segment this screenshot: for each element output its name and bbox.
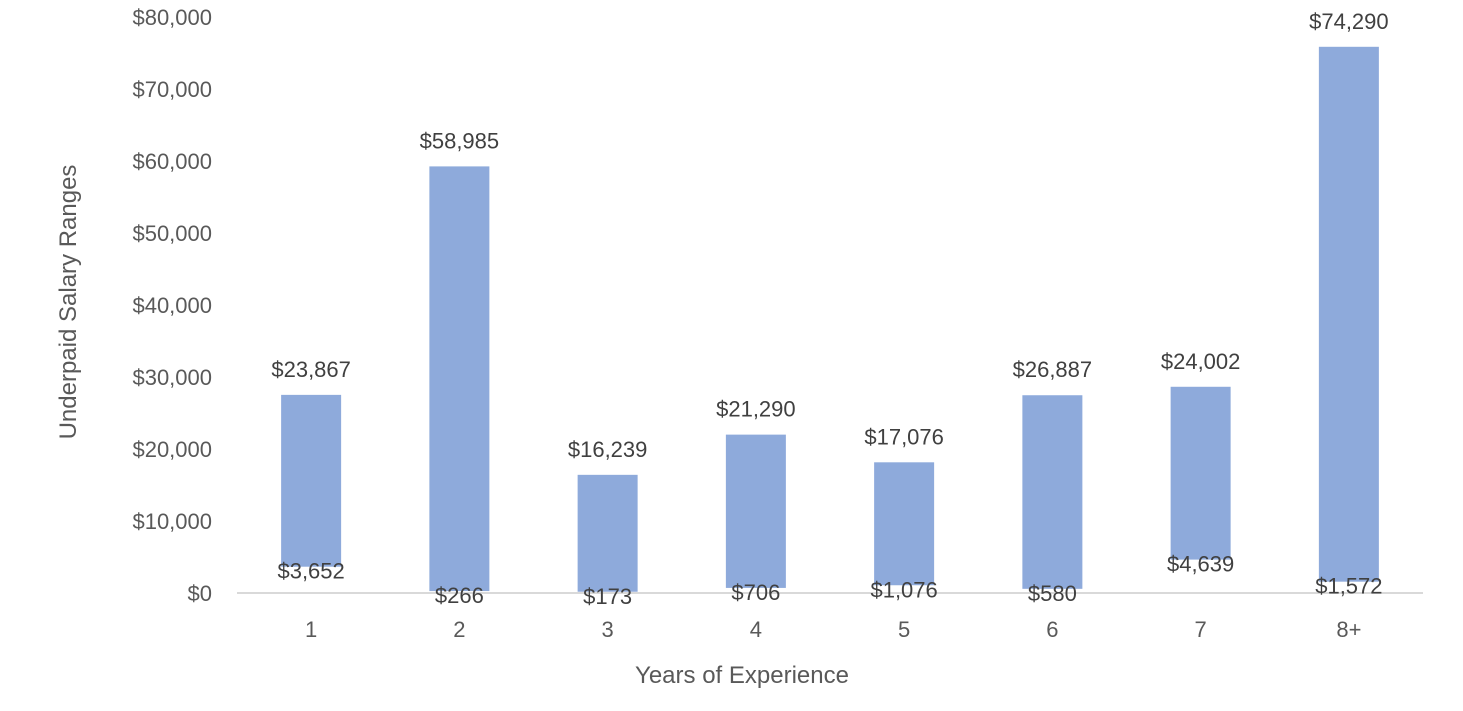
- top-data-label: $58,985: [420, 128, 500, 153]
- bottom-data-label: $1,572: [1315, 574, 1382, 599]
- y-tick-label: $30,000: [132, 365, 212, 390]
- y-axis-title: Underpaid Salary Ranges: [55, 165, 82, 440]
- bottom-data-label: $706: [731, 580, 780, 605]
- bottom-data-label: $4,639: [1167, 552, 1234, 577]
- bars: [281, 46, 1379, 592]
- y-tick-label: $50,000: [132, 221, 212, 246]
- bottom-data-label: $266: [435, 583, 484, 608]
- x-tick-label: 2: [453, 617, 465, 642]
- range-bar: [1022, 395, 1083, 589]
- top-data-label: $74,290: [1309, 9, 1389, 34]
- range-bar: [874, 462, 935, 586]
- y-tick-label: $40,000: [132, 293, 212, 318]
- range-bar: [1170, 386, 1231, 560]
- range-bar: [725, 434, 786, 588]
- range-bar: [1318, 46, 1379, 582]
- top-data-label: $26,887: [1013, 357, 1093, 382]
- bottom-data-label: $173: [583, 584, 632, 609]
- y-tick-label: $10,000: [132, 509, 212, 534]
- x-tick-label: 6: [1046, 617, 1058, 642]
- y-tick-label: $20,000: [132, 437, 212, 462]
- top-data-label: $21,290: [716, 397, 796, 422]
- top-data-label: $17,076: [864, 424, 944, 449]
- x-tick-label: 1: [305, 617, 317, 642]
- x-tick-label: 8+: [1336, 617, 1361, 642]
- x-axis-ticks: 1 2 3 4 5 6 7 8+: [305, 617, 1361, 642]
- y-tick-label: $60,000: [132, 149, 212, 174]
- top-data-label: $23,867: [271, 357, 351, 382]
- range-bar: [281, 394, 342, 567]
- x-tick-label: 4: [750, 617, 762, 642]
- range-bar: [429, 166, 490, 592]
- bottom-data-label: $580: [1028, 581, 1077, 606]
- y-tick-label: $70,000: [132, 77, 212, 102]
- bottom-data-labels: $3,652 $266 $173 $706 $1,076 $580 $4,639 $1,572: [277, 552, 1382, 609]
- y-axis-ticks: $0 $10,000 $20,000 $30,000 $40,000 $50,000 $60…: [132, 5, 212, 606]
- top-data-label: $24,002: [1161, 349, 1241, 374]
- y-tick-label: $80,000: [132, 5, 212, 30]
- x-tick-label: 5: [898, 617, 910, 642]
- range-bar: [577, 474, 638, 592]
- bottom-data-label: $3,652: [277, 559, 344, 584]
- x-tick-label: 3: [602, 617, 614, 642]
- bottom-data-label: $1,076: [870, 577, 937, 602]
- top-data-labels: $23,867 $58,985 $16,239 $21,290 $17,076 $26,8…: [271, 9, 1388, 462]
- y-tick-label: $0: [188, 581, 212, 606]
- top-data-label: $16,239: [568, 437, 648, 462]
- x-tick-label: 7: [1195, 617, 1207, 642]
- x-axis-title: Years of Experience: [635, 662, 849, 689]
